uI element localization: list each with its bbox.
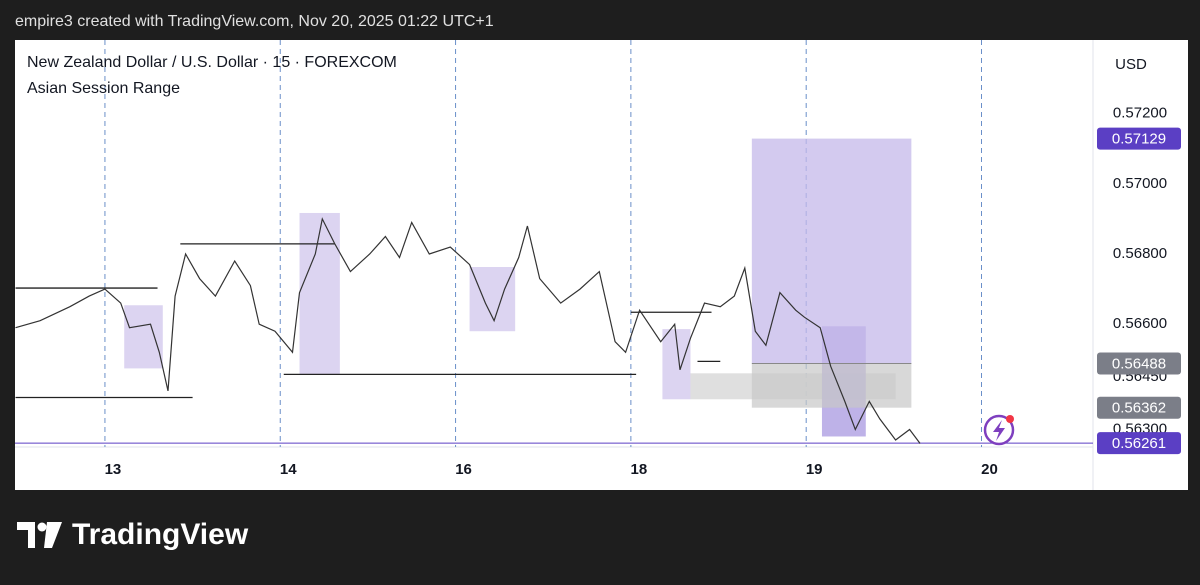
price-badge-label: 0.57129 (1112, 131, 1166, 148)
x-tick-label: 14 (280, 461, 297, 478)
logo-text: TradingView (72, 518, 249, 551)
y-tick-label: 0.57200 (1113, 105, 1167, 122)
session-range (124, 305, 163, 369)
header: empire3 created with TradingView.com, No… (15, 13, 494, 30)
x-tick-label: 19 (806, 461, 823, 478)
x-tick-label: 13 (105, 461, 122, 478)
plot (15, 40, 1093, 447)
chart-subtitle: Asian Session Range (27, 80, 180, 97)
price-badge (1097, 127, 1181, 150)
price-badge (1097, 432, 1181, 455)
price-badge (1097, 396, 1181, 419)
target-zone (751, 138, 912, 364)
x-tick-label: 20 (981, 461, 998, 478)
price-line (15, 217, 921, 444)
price-badge-label: 0.56488 (1112, 355, 1166, 372)
session-range (469, 267, 516, 332)
y-tick-label: 0.56600 (1113, 315, 1167, 332)
currency-label: USD (1115, 56, 1147, 73)
y-tick-label: 0.56800 (1113, 245, 1167, 262)
logo (17, 522, 62, 548)
price-badge (1097, 352, 1181, 375)
x-tick-label: 18 (631, 461, 648, 478)
price-badge-label: 0.56362 (1112, 400, 1166, 417)
stop-zone (751, 363, 912, 408)
chart-title: New Zealand Dollar / U.S. Dollar · 15 · … (27, 54, 397, 71)
price-badge-label: 0.56261 (1112, 435, 1166, 452)
y-tick-label: 0.57000 (1113, 175, 1167, 192)
x-tick-label: 16 (455, 461, 472, 478)
session-range (299, 212, 340, 375)
panel (15, 40, 1188, 490)
alert-icon (983, 414, 1015, 446)
